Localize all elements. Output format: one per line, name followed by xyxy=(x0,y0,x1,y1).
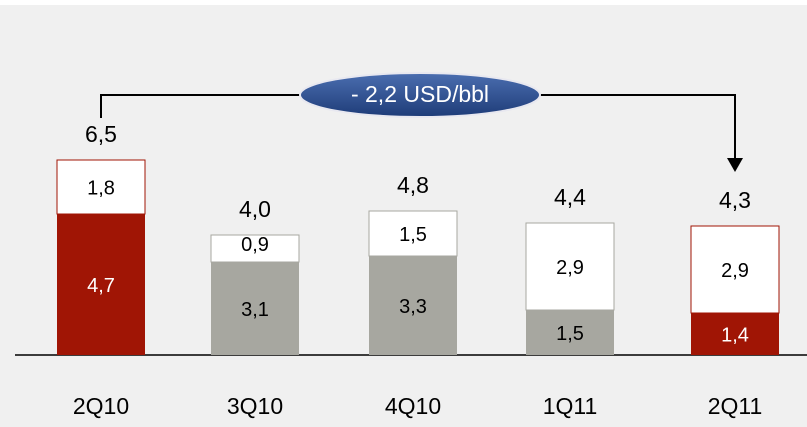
segment-label: 4,7 xyxy=(87,275,115,297)
bar-segment xyxy=(526,310,614,355)
segment-label: 1,4 xyxy=(721,324,749,346)
segment-label: 0,9 xyxy=(241,234,269,256)
bar-segment xyxy=(691,313,779,355)
x-tick-label: 1Q11 xyxy=(543,393,598,419)
segment-label: 1,5 xyxy=(399,224,427,246)
bar-segment xyxy=(369,256,457,355)
total-label: 4,3 xyxy=(719,187,751,213)
annotation: - 2,2 USD/bbl xyxy=(351,81,489,107)
annotation-bubble xyxy=(299,72,541,118)
bar-segment xyxy=(210,234,300,263)
segment-label: 2,9 xyxy=(556,257,584,279)
bar-segment xyxy=(56,159,146,215)
segment-label: 2,9 xyxy=(721,260,749,282)
total-label: 6,5 xyxy=(85,121,117,147)
total-label: 4,8 xyxy=(397,172,429,198)
bar-segment xyxy=(368,210,458,257)
total-label: 4,0 xyxy=(239,196,271,222)
segment-label: 1,8 xyxy=(87,177,115,199)
x-tick-label: 4Q10 xyxy=(385,393,441,419)
x-tick-label: 2Q10 xyxy=(73,393,129,419)
bar-segment xyxy=(57,214,145,355)
segment-label: 3,3 xyxy=(399,296,427,318)
bar-segment xyxy=(525,222,615,311)
x-tick-label: 3Q10 xyxy=(227,393,283,419)
total-label: 4,4 xyxy=(554,184,586,210)
segment-label: 3,1 xyxy=(241,299,269,321)
bar-segment xyxy=(690,225,780,314)
x-tick-label: 2Q11 xyxy=(708,393,763,419)
segment-label: 1,5 xyxy=(556,323,584,345)
bar-segment xyxy=(211,262,299,355)
arrow-head xyxy=(727,158,743,172)
top-band xyxy=(0,0,807,5)
